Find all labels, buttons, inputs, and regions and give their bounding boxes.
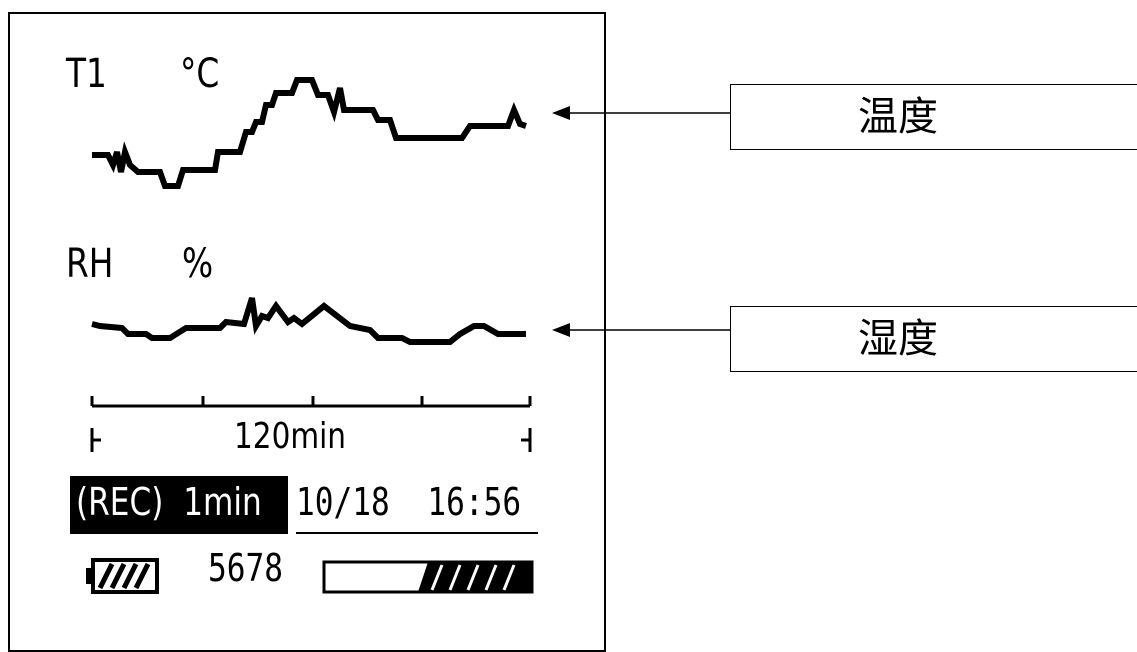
humidity-arrow xyxy=(552,323,730,337)
divider xyxy=(296,532,538,534)
recording-status-badge xyxy=(70,476,288,534)
temperature-callout-label: 温度 xyxy=(858,94,938,140)
temperature-callout-box xyxy=(730,84,1137,150)
trend-graphs xyxy=(90,77,730,452)
temperature-unit: °C xyxy=(180,51,220,97)
data-count: 5678 xyxy=(208,546,284,590)
time-span-label: 120min xyxy=(234,416,347,457)
humidity-callout-label: 湿度 xyxy=(858,316,938,362)
date-time-readout: 10/18 16:56 xyxy=(296,480,522,524)
battery-icon xyxy=(86,558,159,594)
temperature-trend-line xyxy=(92,77,527,189)
temperature-arrow xyxy=(552,106,730,120)
memory-bar-icon xyxy=(322,560,534,594)
recording-interval-text: (REC) 1min xyxy=(76,480,262,524)
humidity-channel-label: RH xyxy=(66,241,114,287)
humidity-trend-line xyxy=(91,297,526,345)
humidity-callout-box xyxy=(730,306,1137,372)
humidity-unit: % xyxy=(182,241,214,287)
temperature-channel-label: T1 xyxy=(66,51,107,97)
